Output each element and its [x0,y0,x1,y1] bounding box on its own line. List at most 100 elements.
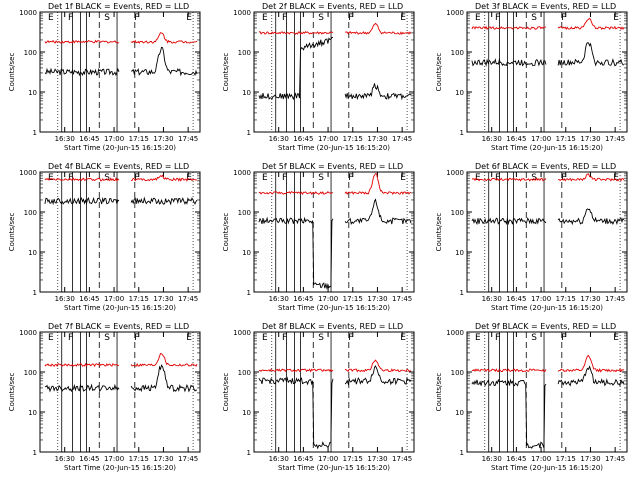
region-label: F [495,13,500,23]
x-tick-label: 17:30 [153,455,173,463]
series-line-lld [471,25,547,31]
x-tick-label: 17:15 [343,455,363,463]
x-axis-label: Start Time (20-Jun-15 16:15:20) [491,464,603,472]
panel-title: Det 5f BLACK = Events, RED = LLD [262,162,403,171]
region-label: E [613,13,619,23]
x-tick-label: 17:15 [556,455,576,463]
panel-title: Det 7f BLACK = Events, RED = LLD [48,322,189,331]
y-tick-label: 1000 [233,169,251,177]
x-tick-label: 17:00 [318,135,338,143]
x-tick-label: 16:30 [269,135,289,143]
x-tick-label: 16:45 [79,455,99,463]
y-tick-label: 10 [455,89,464,97]
region-label: S [104,173,110,183]
x-tick-label: 16:30 [55,455,75,463]
plot-frame [466,171,628,293]
region-label: F [495,173,500,183]
panel-1f: Det 1f BLACK = Events, RED = LLD 1 10 100 10… [8,2,201,152]
y-tick-label: 1 [33,129,37,137]
x-tick-label: 16:30 [482,135,502,143]
series-line-events [258,216,334,290]
x-tick-label: 17:30 [580,295,600,303]
panel-title: Det 9f BLACK = Events, RED = LLD [475,322,616,331]
series-line-lld [471,368,547,373]
y-axis-label: Counts/sec [222,53,230,92]
y-tick-label: 10 [242,249,251,257]
x-tick-label: 17:45 [392,295,412,303]
x-tick-label: 17:00 [318,455,338,463]
x-tick-label: 17:15 [556,295,576,303]
y-tick-label: 100 [238,209,251,217]
series-line-events [131,46,198,77]
x-tick-label: 16:45 [506,295,526,303]
y-tick-label: 100 [238,369,251,377]
x-tick-label: 17:00 [531,455,551,463]
x-tick-label: 17:15 [129,135,149,143]
y-tick-label: 1000 [19,169,37,177]
region-label: S [531,13,537,23]
y-axis-label: Counts/sec [8,373,16,412]
series-line-events [557,365,625,387]
series-line-lld [258,191,334,195]
x-tick-label: 17:00 [104,135,124,143]
region-label: F [348,13,353,23]
series-line-lld [344,359,412,373]
x-tick-label: 16:45 [506,455,526,463]
x-tick-label: 17:30 [367,455,387,463]
y-tick-label: 1 [460,449,464,457]
region-label: S [318,13,324,23]
y-tick-label: 1000 [446,169,464,177]
region-label: F [561,333,566,343]
y-axis-label: Counts/sec [435,213,443,252]
series-line-events [557,42,624,67]
region-label: E [186,173,192,183]
y-tick-label: 10 [28,409,37,417]
panel-title: Det 1f BLACK = Events, RED = LLD [48,2,189,11]
region-label: E [186,333,192,343]
x-axis-label: Start Time (20-Jun-15 16:15:20) [64,464,176,472]
x-axis-label: Start Time (20-Jun-15 16:15:20) [491,144,603,152]
x-tick-label: 17:00 [318,295,338,303]
x-tick-label: 16:30 [269,455,289,463]
region-label: F [282,333,287,343]
series-line-events [344,198,412,226]
x-tick-label: 16:30 [482,295,502,303]
series-line-lld [44,39,120,44]
plot-frame [39,11,201,133]
x-tick-label: 17:30 [153,135,173,143]
x-tick-label: 17:45 [178,135,198,143]
y-axis-label: Counts/sec [222,213,230,252]
region-label: E [262,13,268,23]
x-tick-label: 17:00 [104,455,124,463]
series-line-lld [558,173,625,182]
series-line-events [557,208,625,226]
y-tick-label: 1 [460,129,464,137]
region-label: S [531,333,537,343]
y-tick-label: 1 [247,129,251,137]
x-tick-label: 16:45 [293,295,313,303]
x-axis-label: Start Time (20-Jun-15 16:15:20) [491,304,603,312]
y-tick-label: 10 [28,89,37,97]
series-line-events [471,217,547,226]
region-label: F [134,13,139,23]
x-tick-label: 17:45 [178,455,198,463]
y-tick-label: 10 [242,409,251,417]
y-tick-label: 100 [238,49,251,57]
region-label: E [400,173,406,183]
series-line-events [44,196,120,206]
y-tick-label: 1000 [233,329,251,337]
x-axis-label: Start Time (20-Jun-15 16:15:20) [278,304,390,312]
x-tick-label: 17:00 [531,295,551,303]
region-label: F [68,13,73,23]
x-axis-label: Start Time (20-Jun-15 16:15:20) [278,144,390,152]
y-tick-label: 1000 [19,9,37,17]
region-label: F [282,13,287,23]
panel-7f: Det 7f BLACK = Events, RED = LLD 1 10 100 10… [8,322,201,472]
region-label: S [318,333,324,343]
series-line-lld [471,177,547,182]
region-label: E [475,13,481,23]
panel-8f: Det 8f BLACK = Events, RED = LLD 1 10 100 10… [222,322,415,472]
y-tick-label: 1000 [446,9,464,17]
x-tick-label: 17:15 [343,295,363,303]
region-label: E [400,333,406,343]
